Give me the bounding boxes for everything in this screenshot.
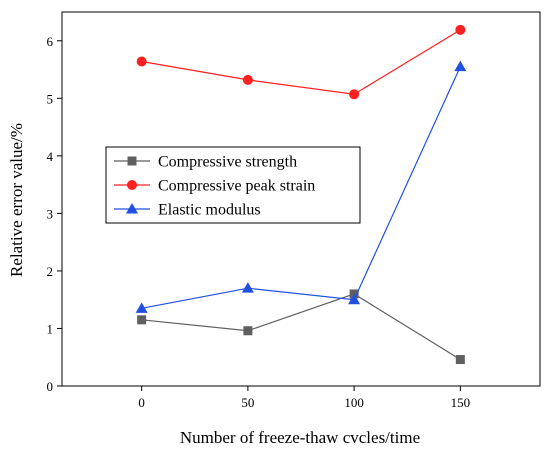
- axes-frame: [61, 11, 541, 387]
- legend-marker: [127, 180, 137, 190]
- series-1: [137, 289, 465, 365]
- y-tick-label: 3: [47, 206, 54, 221]
- series-line: [141, 66, 461, 309]
- data-point: [243, 326, 253, 336]
- legend-marker: [126, 203, 138, 214]
- series-group: [135, 24, 467, 365]
- data-point: [349, 89, 360, 100]
- series-line: [141, 29, 461, 95]
- plot-frame: [61, 11, 541, 387]
- y-tick-label: 0: [47, 379, 54, 394]
- data-point: [242, 74, 253, 85]
- legend-box: [105, 146, 361, 224]
- x-axis-title: Number of freeze-thaw cvcles/time: [180, 428, 420, 447]
- data-point: [135, 302, 148, 313]
- legend-marker: [127, 156, 137, 166]
- legend: Compressive strength Compressive peak str…: [105, 146, 361, 224]
- y-tick-label: 5: [47, 91, 54, 106]
- data-point: [455, 24, 466, 35]
- data-point: [136, 56, 147, 67]
- series-line: [141, 293, 461, 361]
- data-point: [348, 293, 361, 305]
- y-tick-label: 1: [47, 321, 54, 336]
- legend-label: Compressive peak strain: [158, 178, 315, 195]
- series-2: [136, 24, 466, 100]
- x-tick-label: 100: [344, 395, 364, 410]
- legend-item: Compressive strength: [114, 154, 297, 171]
- legend-item: Elastic modulus: [114, 202, 261, 219]
- y-tick-label: 6: [47, 34, 54, 49]
- legend-item: Compressive peak strain: [114, 178, 315, 195]
- data-point: [137, 315, 147, 325]
- data-point: [454, 60, 467, 72]
- legend-label: Elastic modulus: [158, 202, 261, 219]
- series-3: [135, 60, 467, 313]
- y-axis-ticks: 0 1 2 3 4 5 6: [47, 34, 62, 394]
- y-axis-title: Relative error value/%: [7, 123, 26, 277]
- legend-label: Compressive strength: [158, 154, 297, 171]
- y-tick-label: 4: [47, 149, 54, 164]
- x-tick-label: 0: [138, 395, 145, 410]
- x-axis-ticks: 0 50 100 150: [138, 386, 470, 410]
- data-point: [241, 282, 254, 293]
- x-tick-label: 50: [241, 395, 254, 410]
- x-tick-label: 150: [451, 395, 471, 410]
- data-point: [455, 355, 465, 365]
- y-tick-label: 2: [47, 264, 54, 279]
